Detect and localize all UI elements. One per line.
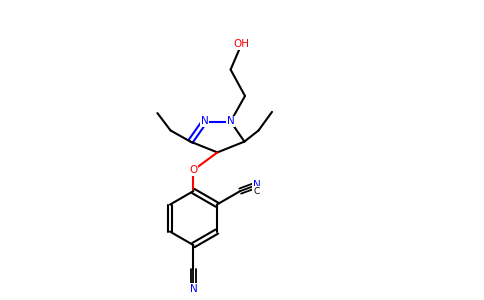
Text: C: C <box>253 187 259 196</box>
Text: O: O <box>189 165 197 175</box>
Text: N: N <box>227 116 234 127</box>
Text: N: N <box>190 284 197 294</box>
Text: N: N <box>201 116 209 127</box>
Text: N: N <box>253 180 260 190</box>
Text: OH: OH <box>233 39 249 50</box>
